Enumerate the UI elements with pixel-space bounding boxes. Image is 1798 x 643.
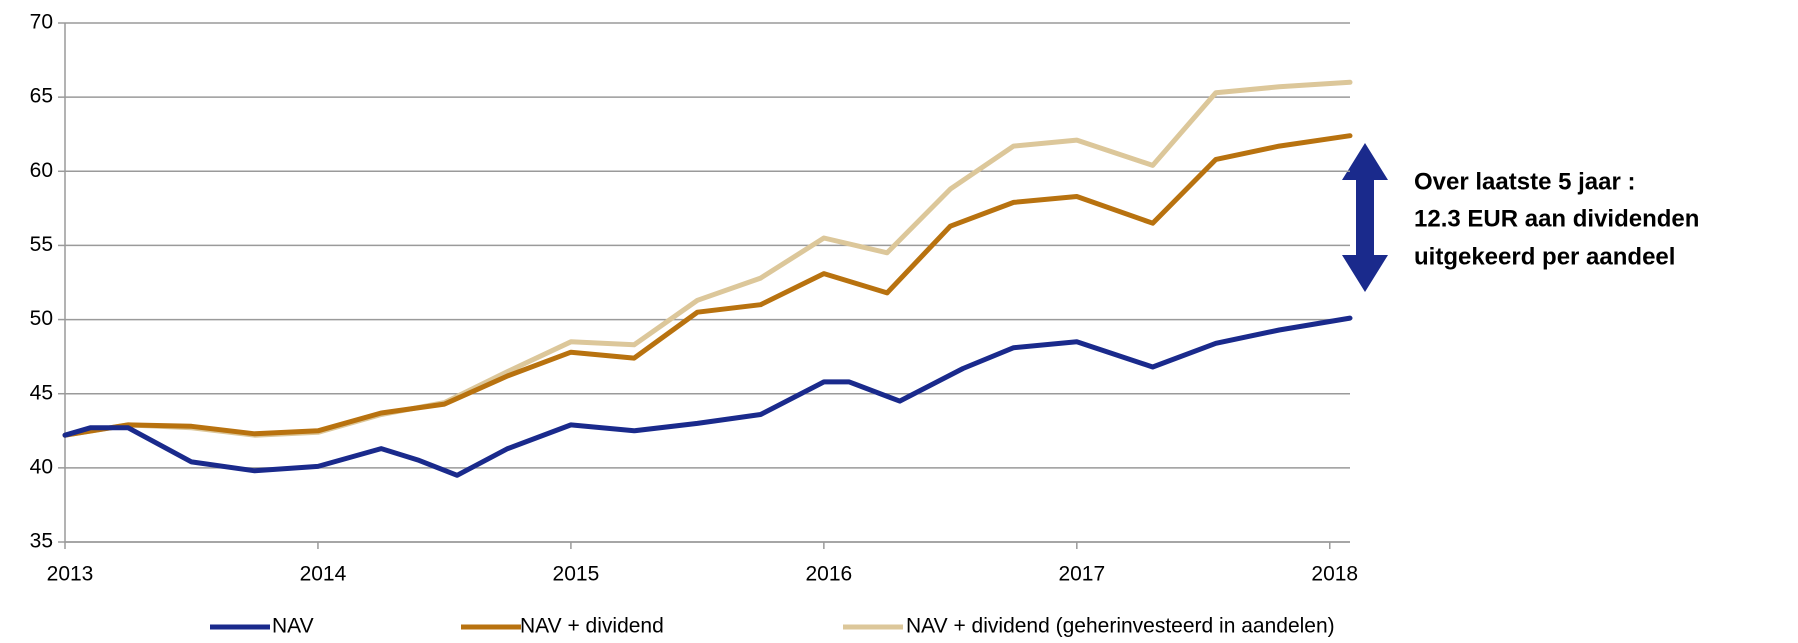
annotation: 12.3 EUR aan dividenden: [1414, 205, 1699, 232]
legend-label: NAV: [272, 615, 314, 638]
series-line: [62, 315, 1353, 478]
series-line: [62, 133, 1353, 438]
x-tick-label: 2015: [553, 563, 600, 586]
y-tick-label: 40: [30, 455, 53, 478]
x-tick-label: 2016: [805, 563, 852, 586]
series-line: [62, 79, 1353, 438]
y-tick-label: 60: [30, 159, 53, 182]
y-tick-label: 45: [30, 381, 53, 404]
annotation: uitgekeerd per aandeel: [1414, 243, 1675, 270]
y-tick-label: 50: [30, 307, 53, 330]
annotation: Over laatste 5 jaar :: [1414, 168, 1635, 195]
y-tick-label: 55: [30, 233, 53, 256]
double-arrow: [1342, 143, 1388, 292]
x-tick-label: 2013: [47, 563, 94, 586]
y-tick-label: 70: [30, 11, 53, 34]
y-tick-label: 35: [30, 530, 53, 553]
legend-label: NAV + dividend: [520, 615, 664, 638]
x-tick-label: 2018: [1311, 563, 1358, 586]
y-tick-label: 65: [30, 85, 53, 108]
x-tick-label: 2017: [1058, 563, 1105, 586]
x-tick-label: 2014: [300, 563, 347, 586]
legend-label: NAV + dividend (geherinvesteerd in aande…: [906, 615, 1335, 638]
